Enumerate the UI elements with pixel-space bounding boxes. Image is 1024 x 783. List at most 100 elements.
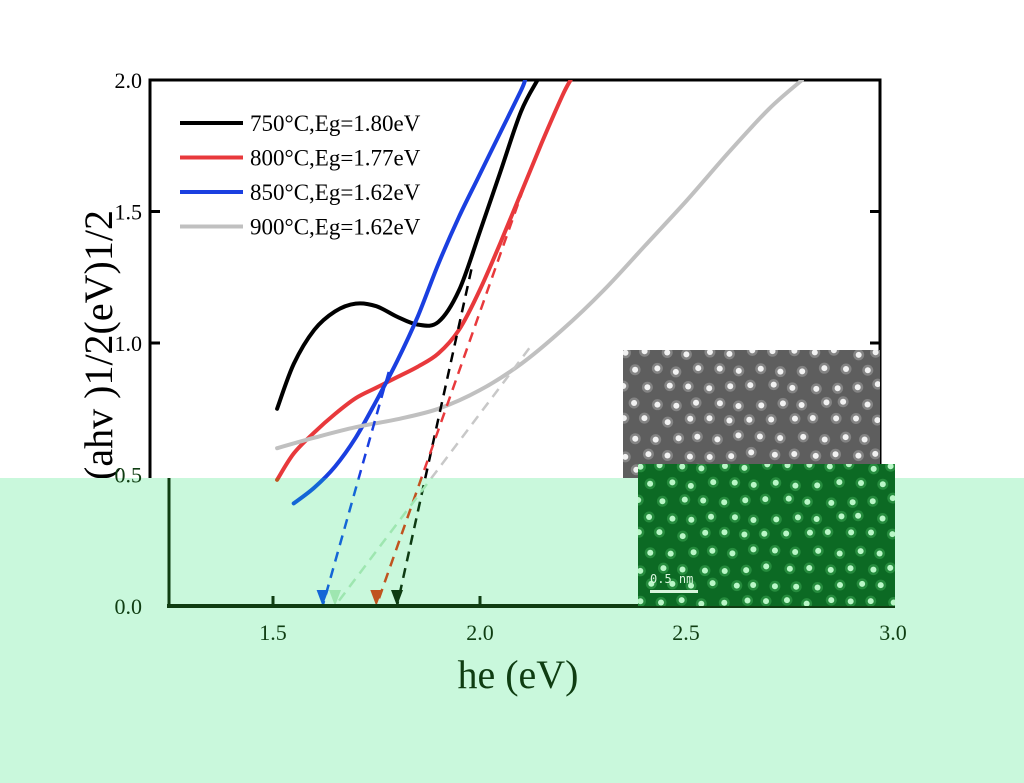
atom-spot bbox=[748, 449, 755, 456]
atom-spot bbox=[735, 432, 742, 439]
atom-spot bbox=[845, 464, 852, 468]
atom-spot bbox=[726, 417, 733, 424]
y-tick-label: 0.0 bbox=[115, 594, 143, 619]
tangent-line-lower-3 bbox=[321, 478, 361, 606]
atom-spot bbox=[757, 365, 764, 372]
atom-spot bbox=[855, 512, 862, 519]
atom-spot bbox=[806, 464, 813, 468]
atom-spot bbox=[804, 498, 811, 505]
tangent-line-4 bbox=[333, 347, 531, 607]
legend: 750°C,Eg=1.80eV 800°C,Eg=1.77eV 850°C,Eg=1… bbox=[180, 111, 421, 240]
atom-spot bbox=[814, 584, 821, 591]
atom-spot bbox=[727, 383, 734, 390]
x-tick-label: 1.5 bbox=[259, 620, 287, 645]
atom-spot bbox=[799, 368, 806, 375]
atom-spot bbox=[874, 417, 880, 424]
atom-spot bbox=[828, 499, 835, 506]
atom-spot bbox=[710, 479, 717, 486]
atom-spot bbox=[700, 497, 707, 504]
atom-spot bbox=[646, 513, 653, 520]
atom-spot bbox=[779, 400, 786, 407]
atom-spot bbox=[868, 529, 875, 536]
series-line-lower-1 bbox=[277, 80, 537, 409]
atom-spot bbox=[827, 566, 834, 573]
atom-spot bbox=[638, 598, 644, 605]
atom-spot bbox=[702, 529, 709, 536]
atom-spot bbox=[889, 495, 895, 502]
atom-spot bbox=[747, 382, 754, 389]
atom-spot bbox=[887, 464, 894, 470]
atom-spot bbox=[840, 398, 847, 405]
atom-spot bbox=[729, 550, 736, 557]
atom-spot bbox=[794, 514, 801, 521]
atom-spot bbox=[708, 513, 715, 520]
atom-spot bbox=[848, 529, 855, 536]
atom-spot bbox=[843, 366, 850, 373]
atom-spot bbox=[823, 399, 830, 406]
x-tick-label: 2.0 bbox=[466, 620, 494, 645]
atom-spot bbox=[721, 499, 728, 506]
atom-spot bbox=[648, 580, 655, 587]
atom-spot bbox=[698, 465, 705, 472]
atom-spot bbox=[695, 365, 702, 372]
tangent-line-lower-2 bbox=[375, 478, 423, 606]
atom-spot bbox=[874, 381, 880, 388]
legend-label-2: 800°C,Eg=1.77eV bbox=[250, 146, 421, 171]
y-axis-title: (ahv )1/2(eV)1/2 bbox=[76, 210, 121, 480]
atom-spot bbox=[645, 451, 652, 458]
atom-spot bbox=[742, 497, 749, 504]
series-line-lower-3 bbox=[291, 478, 328, 506]
atom-spot bbox=[654, 401, 661, 408]
atom-spot bbox=[733, 582, 740, 589]
tem-inset-image bbox=[623, 350, 880, 478]
atom-spot bbox=[763, 598, 770, 605]
atom-spot bbox=[803, 600, 810, 606]
atom-spot bbox=[716, 400, 723, 407]
atom-spot bbox=[772, 479, 779, 486]
atom-spot bbox=[664, 350, 671, 356]
atom-spot bbox=[847, 598, 854, 605]
atom-spot bbox=[690, 549, 697, 556]
atom-spot bbox=[887, 564, 894, 571]
atom-spot bbox=[750, 581, 757, 588]
atom-spot bbox=[632, 435, 639, 442]
atom-spot bbox=[789, 384, 796, 391]
atom-spot bbox=[656, 464, 663, 469]
atom-spot bbox=[623, 415, 627, 422]
atom-spot bbox=[687, 415, 694, 422]
tem-inset-image-green: 0.5 nm bbox=[638, 464, 895, 606]
atom-spot bbox=[638, 529, 642, 536]
atom-spot bbox=[731, 479, 738, 486]
atom-spot bbox=[672, 368, 679, 375]
atom-spot bbox=[673, 402, 680, 409]
atom-spot bbox=[679, 533, 686, 540]
atom-spot bbox=[750, 481, 757, 488]
atom-spot bbox=[687, 482, 694, 489]
atom-spot bbox=[721, 464, 728, 470]
legend-label-1: 750°C,Eg=1.80eV bbox=[250, 111, 421, 136]
atom-spot bbox=[641, 415, 648, 422]
atom-spot bbox=[758, 402, 765, 409]
atom-spot bbox=[735, 402, 742, 409]
atom-spot bbox=[783, 597, 790, 604]
atom-spot bbox=[815, 547, 822, 554]
atom-spot bbox=[771, 547, 778, 554]
series-line-3 bbox=[291, 80, 528, 506]
atom-spot bbox=[849, 499, 856, 506]
atom-spot bbox=[836, 550, 843, 557]
atom-spot bbox=[853, 415, 860, 422]
atom-spot bbox=[783, 530, 790, 537]
atom-spot bbox=[791, 450, 798, 457]
atom-spot bbox=[659, 498, 666, 505]
atom-spot bbox=[743, 567, 750, 574]
scale-bar-label: 0.5 nm bbox=[650, 572, 694, 586]
atom-spot bbox=[824, 529, 831, 536]
atom-spot bbox=[864, 401, 871, 408]
atom-spot bbox=[647, 549, 654, 556]
tangent-line-lower-1 bbox=[395, 478, 427, 606]
atom-spot bbox=[731, 514, 738, 521]
atom-spot bbox=[666, 382, 673, 389]
atom-spot bbox=[706, 415, 713, 422]
y-tick-label: 2.0 bbox=[115, 68, 143, 93]
